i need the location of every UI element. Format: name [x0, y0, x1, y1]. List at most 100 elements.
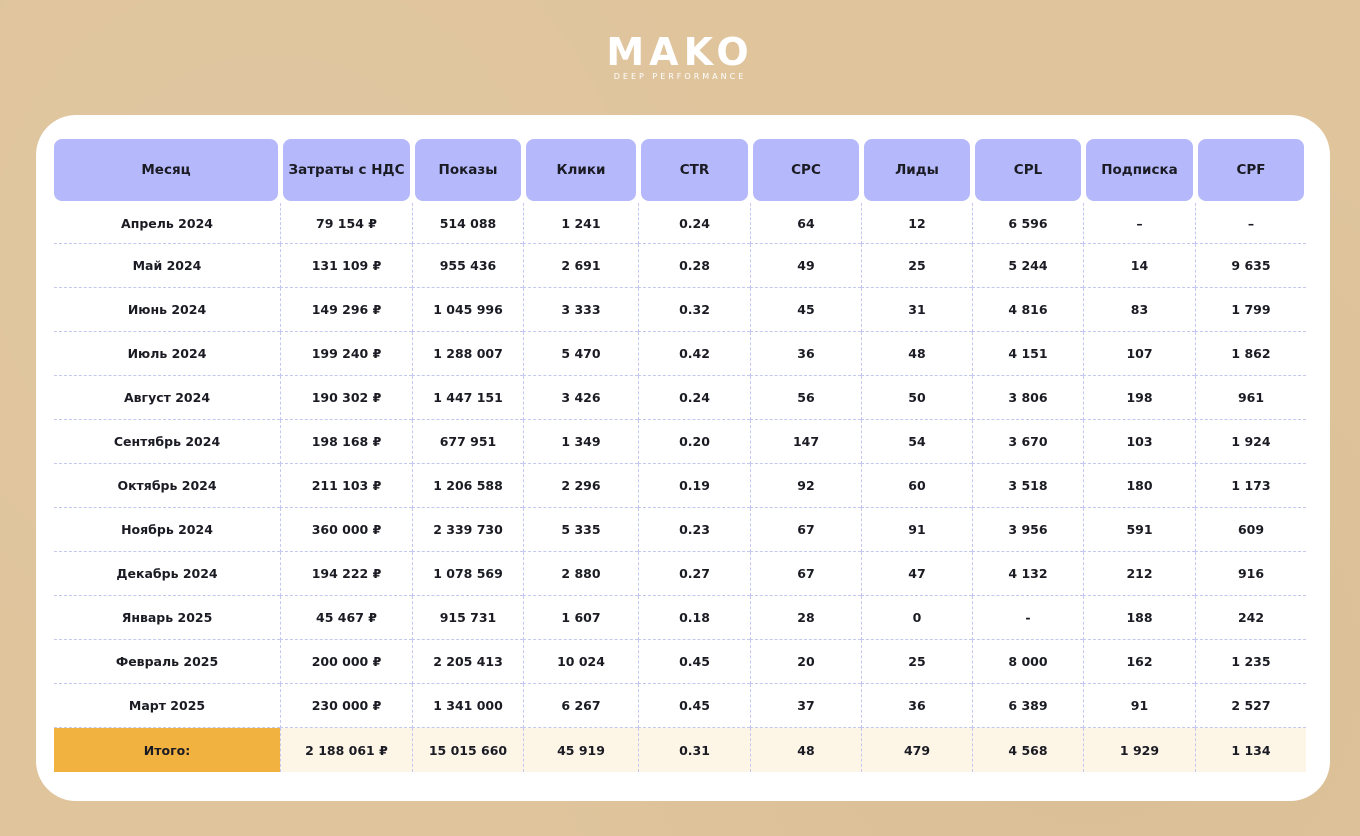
cell-month: Октябрь 2024 [54, 464, 280, 508]
col-header-month: Месяц [54, 139, 280, 203]
cell-month: Январь 2025 [54, 596, 280, 640]
table-row: Ноябрь 2024 360 000 ₽2 339 730 5 335 0.23 67… [54, 508, 1306, 552]
cell-ctr: 0.45 [638, 640, 750, 684]
table-row: Июнь 2024 149 296 ₽1 045 996 3 333 0.32 45 31… [54, 288, 1306, 332]
cell-cost: 79 154 ₽ [280, 203, 412, 244]
cell-leads: 0 [861, 596, 972, 640]
cell-cpl: 3 518 [972, 464, 1083, 508]
cell-cpl: 3 956 [972, 508, 1083, 552]
cell-cost: 200 000 ₽ [280, 640, 412, 684]
cell-cpf: 1 862 [1195, 332, 1306, 376]
cell-leads: 36 [861, 684, 972, 728]
cell-month: Декабрь 2024 [54, 552, 280, 596]
cell-cpf: 1 799 [1195, 288, 1306, 332]
total-cell-cpl: 4 568 [972, 728, 1083, 772]
total-cell-impressions: 15 015 660 [412, 728, 523, 772]
cell-impressions: 1 341 000 [412, 684, 523, 728]
cell-cpf: 2 527 [1195, 684, 1306, 728]
cell-clicks: 1 349 [523, 420, 638, 464]
col-header-cpc: CPC [750, 139, 861, 203]
cell-month: Ноябрь 2024 [54, 508, 280, 552]
cell-cpl: 5 244 [972, 244, 1083, 288]
cell-cpc: 45 [750, 288, 861, 332]
cell-leads: 50 [861, 376, 972, 420]
cell-ctr: 0.27 [638, 552, 750, 596]
cell-ctr: 0.18 [638, 596, 750, 640]
cell-cpl: 3 670 [972, 420, 1083, 464]
cell-impressions: 1 078 569 [412, 552, 523, 596]
cell-ctr: 0.42 [638, 332, 750, 376]
table-row: Сентябрь 2024 198 168 ₽677 951 1 349 0.20 14… [54, 420, 1306, 464]
cell-leads: 60 [861, 464, 972, 508]
col-header-leads: Лиды [861, 139, 972, 203]
total-label: Итого: [54, 728, 280, 772]
cell-impressions: 1 288 007 [412, 332, 523, 376]
table-row: Май 2024 131 109 ₽955 436 2 691 0.28 49 25 5 2… [54, 244, 1306, 288]
cell-cpf: 242 [1195, 596, 1306, 640]
cell-subscription: 83 [1083, 288, 1195, 332]
cell-clicks: 5 335 [523, 508, 638, 552]
table-row: Декабрь 2024 194 222 ₽1 078 569 2 880 0.27 6… [54, 552, 1306, 596]
cell-subscription: 198 [1083, 376, 1195, 420]
cell-subscription: 107 [1083, 332, 1195, 376]
cell-leads: 54 [861, 420, 972, 464]
table-row: Январь 2025 45 467 ₽915 731 1 607 0.18 28 0-1… [54, 596, 1306, 640]
cell-subscription: – [1083, 203, 1195, 244]
cell-ctr: 0.24 [638, 203, 750, 244]
cell-ctr: 0.45 [638, 684, 750, 728]
cell-cost: 360 000 ₽ [280, 508, 412, 552]
cell-leads: 47 [861, 552, 972, 596]
cell-cpl: 8 000 [972, 640, 1083, 684]
cell-cpl: 4 816 [972, 288, 1083, 332]
total-cell-clicks: 45 919 [523, 728, 638, 772]
cell-leads: 91 [861, 508, 972, 552]
cell-cpc: 28 [750, 596, 861, 640]
cell-subscription: 162 [1083, 640, 1195, 684]
cell-clicks: 1 607 [523, 596, 638, 640]
total-cell-cost: 2 188 061 ₽ [280, 728, 412, 772]
cell-cpl: 6 389 [972, 684, 1083, 728]
cell-impressions: 514 088 [412, 203, 523, 244]
performance-table: Месяц Затраты с НДС Показы Клики CTR CPC… [54, 139, 1306, 772]
table-row: Август 2024 190 302 ₽1 447 151 3 426 0.24 56… [54, 376, 1306, 420]
cell-cpl: 4 151 [972, 332, 1083, 376]
cell-cpl: 3 806 [972, 376, 1083, 420]
cell-leads: 48 [861, 332, 972, 376]
cell-cpc: 36 [750, 332, 861, 376]
cell-month: Февраль 2025 [54, 640, 280, 684]
cell-cost: 45 467 ₽ [280, 596, 412, 640]
cell-subscription: 591 [1083, 508, 1195, 552]
table-body: Апрель 2024 79 154 ₽514 088 1 241 0.24 64 12 6… [54, 203, 1306, 772]
col-header-cpf: CPF [1195, 139, 1306, 203]
col-header-cost: Затраты с НДС [280, 139, 412, 203]
cell-cpl: - [972, 596, 1083, 640]
cell-cost: 211 103 ₽ [280, 464, 412, 508]
cell-cpf: 9 635 [1195, 244, 1306, 288]
cell-cpc: 37 [750, 684, 861, 728]
col-header-clicks: Клики [523, 139, 638, 203]
cell-cost: 190 302 ₽ [280, 376, 412, 420]
cell-subscription: 212 [1083, 552, 1195, 596]
brand-tagline: DEEP PERFORMANCE [613, 72, 747, 81]
cell-month: Март 2025 [54, 684, 280, 728]
total-row: Итого: 2 188 061 ₽15 015 660 45 919 0.31 48 4… [54, 728, 1306, 772]
report-card: Месяц Затраты с НДС Показы Клики CTR CPC… [36, 115, 1330, 801]
cell-cpl: 4 132 [972, 552, 1083, 596]
cell-impressions: 2 205 413 [412, 640, 523, 684]
cell-leads: 31 [861, 288, 972, 332]
cell-subscription: 103 [1083, 420, 1195, 464]
cell-clicks: 2 296 [523, 464, 638, 508]
col-header-impressions: Показы [412, 139, 523, 203]
cell-subscription: 188 [1083, 596, 1195, 640]
cell-cpf: – [1195, 203, 1306, 244]
total-cell-cpc: 48 [750, 728, 861, 772]
cell-ctr: 0.20 [638, 420, 750, 464]
cell-cost: 149 296 ₽ [280, 288, 412, 332]
cell-clicks: 1 241 [523, 203, 638, 244]
cell-leads: 25 [861, 244, 972, 288]
cell-impressions: 915 731 [412, 596, 523, 640]
cell-cpf: 609 [1195, 508, 1306, 552]
cell-cpc: 49 [750, 244, 861, 288]
table-row: Октябрь 2024 211 103 ₽1 206 588 2 296 0.19 9… [54, 464, 1306, 508]
cell-clicks: 5 470 [523, 332, 638, 376]
